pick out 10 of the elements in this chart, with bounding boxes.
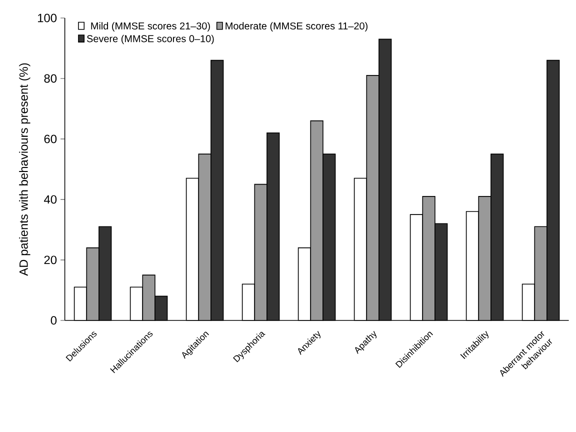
y-axis-title: AD patients with behaviours present (%) bbox=[19, 63, 30, 276]
legend-label: Moderate (MMSE scores 11–20) bbox=[226, 22, 368, 32]
y-tick-label: 80 bbox=[44, 74, 57, 83]
y-tick-label: 20 bbox=[44, 256, 57, 264]
y-tick-label: 60 bbox=[44, 134, 57, 144]
y-tick-label: 100 bbox=[38, 14, 57, 22]
legend-label: Mild (MMSE scores 21–30) bbox=[91, 22, 210, 32]
y-tick-label: 40 bbox=[44, 195, 57, 204]
y-tick-label: 0 bbox=[50, 316, 57, 325]
legend-label: Severe (MMSE scores 0–10) bbox=[86, 34, 214, 44]
